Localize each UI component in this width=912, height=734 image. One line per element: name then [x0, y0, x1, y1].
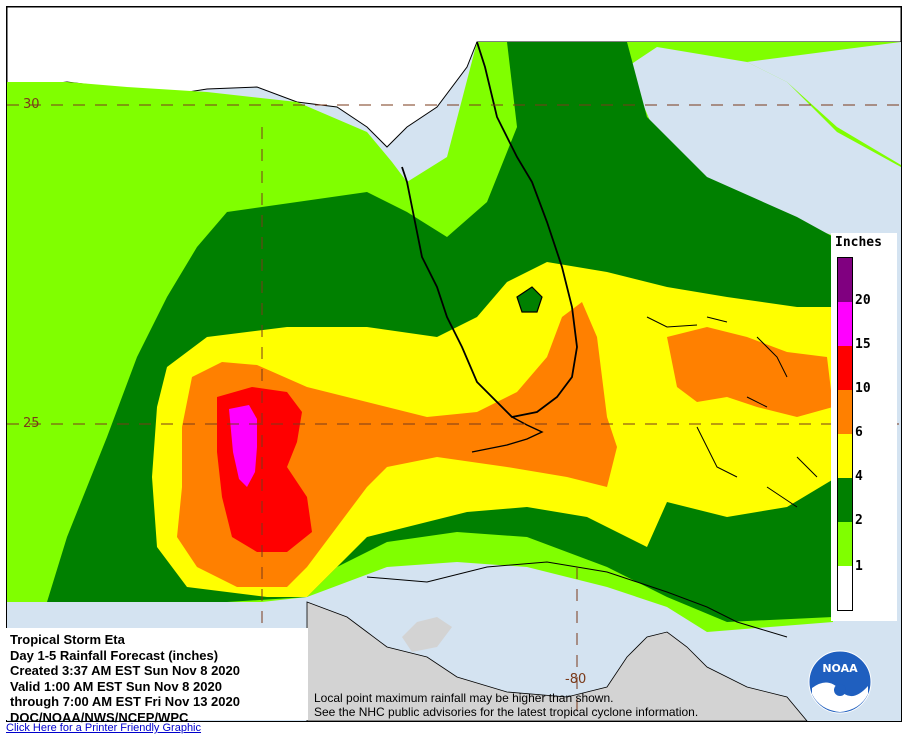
lat-label-25: 25 [23, 416, 40, 431]
map-canvas [7, 7, 901, 721]
cuba-coast [366, 561, 788, 638]
legend-swatch-10-15 [838, 346, 852, 390]
legend-tick-6: 6 [855, 425, 863, 440]
legend-tick-1: 1 [855, 559, 863, 574]
rainfall-legend: Inches 20 15 10 6 4 2 1 [831, 233, 897, 621]
legend-swatch-2-4 [838, 478, 852, 522]
legend-swatch-15-20 [838, 302, 852, 346]
valid-start: Valid 1:00 AM EST Sun Nov 8 2020 [10, 678, 222, 694]
disclaimer: Local point maximum rainfall may be high… [314, 691, 698, 719]
legend-swatch-20plus [838, 258, 852, 302]
noaa-logo-text: NOAA [822, 662, 858, 675]
agency-credit: DOC/NOAA/NWS/NCEP/WPC [10, 709, 189, 725]
legend-tick-2: 2 [855, 513, 863, 528]
legend-title: Inches [835, 235, 882, 250]
rainfall-map: 30 25 -80 [6, 6, 902, 722]
lon-label-80: -80 [565, 672, 587, 687]
legend-swatch-1-2 [838, 522, 852, 566]
noaa-logo-dot [834, 684, 846, 696]
lake-okeechobee [516, 286, 543, 313]
legend-tick-20: 20 [855, 293, 871, 308]
legend-tick-10: 10 [855, 381, 871, 396]
legend-swatch-0-1 [838, 566, 852, 610]
noaa-logo-bird [812, 682, 868, 712]
printer-friendly-link[interactable]: Click Here for a Printer Friendly Graphi… [6, 722, 202, 734]
forecast-info-box: Tropical Storm Eta Day 1-5 Rainfall Fore… [6, 628, 308, 725]
valid-end: through 7:00 AM EST Fri Nov 13 2020 [10, 694, 240, 709]
legend-color-bar [837, 257, 853, 611]
lat-label-30: 30 [23, 97, 40, 112]
florida-coast [401, 41, 578, 418]
noaa-logo[interactable]: NOAA [808, 650, 872, 714]
yucatan-land [306, 601, 808, 721]
disclaimer-line-1: Local point maximum rainfall may be high… [314, 691, 614, 705]
legend-swatch-4-6 [838, 434, 852, 478]
storm-name: Tropical Storm Eta [10, 632, 125, 647]
yucatan-coast [402, 617, 452, 652]
forecast-type: Day 1-5 Rainfall Forecast (inches) [10, 647, 219, 663]
disclaimer-line-2: See the NHC public advisories for the la… [314, 705, 699, 719]
rain-band-15-20 [229, 405, 257, 487]
ocean-patch [747, 42, 901, 165]
bahamas-islands [646, 316, 818, 508]
rain-band-6-10-east [667, 327, 833, 417]
legend-swatch-6-10 [838, 390, 852, 434]
legend-tick-15: 15 [855, 337, 871, 352]
keys-coast [471, 416, 544, 453]
legend-tick-4: 4 [855, 469, 863, 484]
created-time: Created 3:37 AM EST Sun Nov 8 2020 [10, 663, 240, 678]
